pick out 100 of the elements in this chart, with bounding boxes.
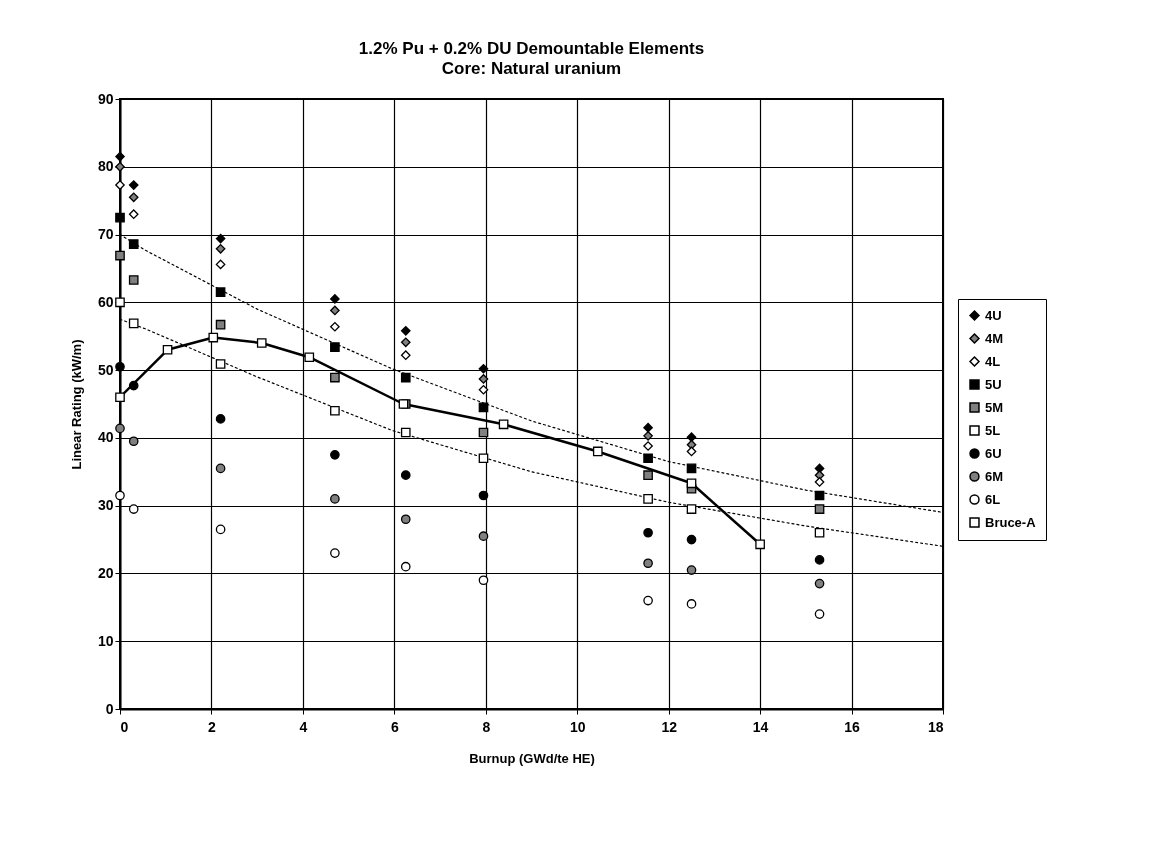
point [400, 372, 411, 383]
point [400, 470, 411, 480]
y-tick-label: 10 [97, 632, 114, 649]
point [330, 405, 340, 416]
x-tick-label: 0 [120, 718, 129, 735]
point [478, 374, 489, 384]
point [643, 422, 653, 433]
point [814, 504, 825, 514]
point [686, 478, 697, 489]
y-tick-label: 30 [97, 497, 114, 514]
x-tick-label: 6 [390, 718, 399, 735]
point [643, 453, 653, 464]
point [643, 494, 653, 504]
point [128, 380, 139, 391]
point [215, 243, 226, 254]
point [330, 342, 340, 352]
point [115, 392, 125, 403]
x-tick-label: 16 [844, 718, 861, 735]
legend-label: 6U [985, 445, 1002, 461]
point [115, 490, 125, 501]
point [215, 319, 226, 330]
legend-label: 4M [985, 330, 1004, 346]
point [814, 555, 825, 565]
point [592, 446, 603, 457]
point [128, 436, 139, 447]
legend-label: 5M [985, 399, 1004, 415]
legend-label: 5U [985, 376, 1002, 392]
point [643, 558, 653, 569]
legend-label: 4L [985, 353, 1001, 369]
point [215, 233, 226, 244]
x-tick-label: 18 [927, 718, 944, 735]
y-tick-label: 0 [105, 700, 114, 717]
point [330, 305, 340, 316]
point [128, 239, 139, 249]
y-tick-label: 70 [97, 226, 114, 243]
point [686, 534, 697, 545]
y-tick-label: 80 [97, 158, 114, 175]
point [643, 527, 653, 538]
point [215, 287, 226, 297]
point [643, 470, 653, 480]
point [755, 539, 765, 550]
point [115, 297, 125, 308]
chart-subtitle: Core: Natural uranium [441, 59, 622, 78]
point [478, 453, 489, 464]
x-tick-label: 14 [752, 718, 769, 735]
point [115, 212, 125, 223]
point [686, 599, 697, 609]
point [128, 318, 139, 329]
point [686, 504, 697, 514]
y-tick-label: 40 [97, 429, 114, 446]
point [330, 494, 340, 504]
point [814, 578, 825, 589]
point [330, 294, 340, 304]
x-tick-label: 12 [661, 718, 678, 735]
x-tick-label: 8 [482, 718, 491, 735]
point [115, 161, 125, 172]
point [115, 250, 125, 261]
point [400, 337, 411, 348]
x-tick-label: 2 [208, 718, 217, 735]
point [478, 363, 489, 374]
legend-label: 4U [985, 307, 1002, 323]
y-tick-label: 50 [97, 361, 114, 378]
y-axis-title: Linear Rating (kW/m) [68, 339, 84, 470]
point [686, 565, 697, 575]
point [115, 423, 125, 434]
x-tick-label: 10 [569, 718, 586, 735]
point [115, 151, 125, 162]
point [330, 450, 340, 460]
point [478, 490, 489, 501]
point [128, 180, 139, 190]
point [215, 463, 226, 474]
point [814, 527, 825, 538]
point [128, 275, 139, 285]
x-tick-label: 4 [299, 718, 308, 735]
point [478, 575, 489, 586]
legend-label: 6L [985, 491, 1001, 507]
point [400, 514, 411, 525]
point [128, 192, 139, 203]
point [400, 325, 411, 336]
chart-title: 1.2% Pu + 0.2% DU Demountable Elements [358, 39, 705, 58]
legend-label: 6M [985, 468, 1004, 484]
y-tick-label: 60 [97, 293, 114, 310]
point [215, 359, 226, 369]
point [304, 352, 315, 363]
x-axis-title: Burnup (GWd/te HE) [469, 750, 595, 766]
legend-label: Bruce-A [985, 514, 1037, 530]
point [814, 470, 825, 480]
point [215, 414, 226, 424]
point [330, 372, 340, 383]
y-tick-label: 90 [97, 90, 114, 107]
point [643, 595, 653, 606]
y-tick-label: 20 [97, 564, 114, 581]
point [478, 531, 489, 541]
point [215, 524, 226, 535]
point [256, 338, 267, 348]
point [162, 344, 173, 355]
point [208, 332, 219, 343]
point [400, 427, 411, 438]
point [115, 361, 125, 372]
legend-label: 5L [985, 422, 1001, 438]
